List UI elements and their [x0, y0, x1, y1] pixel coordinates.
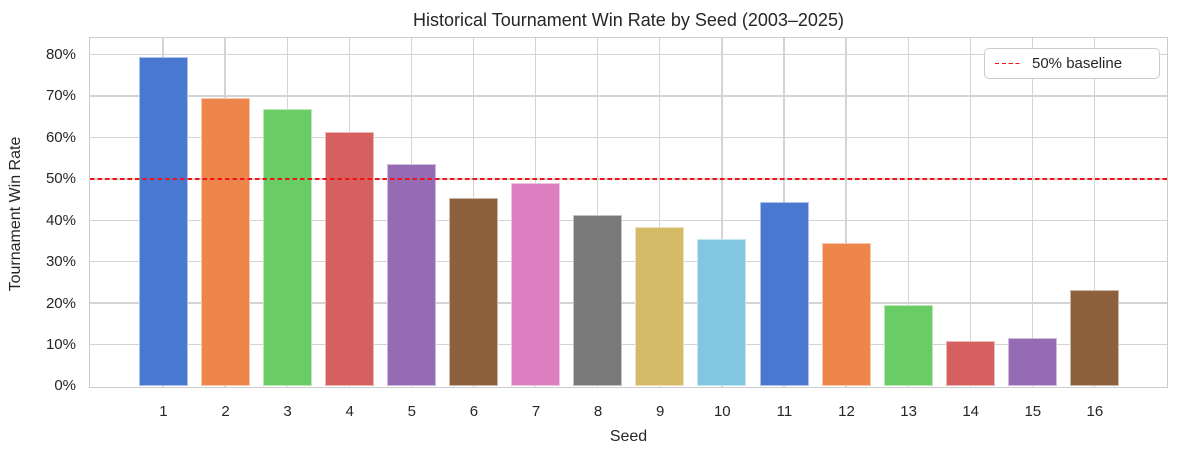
bar-seed-1	[138, 57, 188, 386]
x-tick-label: 10	[713, 403, 731, 420]
y-tick-label: 30%	[45, 253, 76, 271]
gridline-horizontal	[90, 219, 1167, 221]
bar-seed-13	[883, 304, 933, 386]
x-tick-label: 4	[345, 403, 354, 420]
x-tick-label: 15	[1024, 403, 1042, 420]
y-tick-label: 50%	[45, 170, 76, 188]
gridline-horizontal	[90, 302, 1167, 304]
gridline-vertical	[907, 38, 909, 387]
bar-seed-4	[324, 132, 374, 386]
gridline-horizontal	[90, 136, 1167, 139]
y-tick-label: 40%	[45, 211, 76, 229]
x-tick-label: 13	[900, 403, 917, 420]
x-tick-label: 11	[776, 403, 793, 420]
plot-area: 50% baseline	[89, 37, 1168, 388]
bar-seed-9	[635, 226, 685, 386]
x-tick-label: 16	[1086, 403, 1104, 420]
bar-seed-14	[945, 340, 995, 386]
y-tick-label: 20%	[45, 294, 76, 312]
y-tick-label: 60%	[45, 128, 76, 146]
x-tick-label: 9	[656, 403, 665, 420]
bar-seed-6	[449, 197, 498, 386]
bar-seed-10	[697, 238, 747, 386]
gridline-vertical	[969, 38, 971, 387]
x-axis-label: Seed	[609, 428, 648, 445]
gridline-horizontal	[90, 95, 1167, 97]
legend-label: 50% baseline	[1032, 55, 1123, 72]
gridline-vertical	[1031, 38, 1034, 387]
gridline-vertical	[721, 38, 723, 387]
gridline-horizontal	[90, 343, 1167, 346]
x-tick-label: 3	[283, 403, 292, 420]
x-tick-label: 7	[531, 403, 541, 420]
y-tick-label: 0%	[54, 377, 76, 395]
x-tick-label: 5	[407, 403, 416, 420]
bar-seed-2	[200, 98, 250, 386]
bar-seed-3	[262, 109, 312, 386]
gridline-vertical	[659, 38, 661, 387]
bar-seed-8	[573, 215, 623, 386]
bar-seed-5	[386, 164, 436, 386]
x-tick-label: 8	[593, 403, 603, 420]
legend-dashed-line-icon	[995, 62, 1021, 65]
x-tick-label: 6	[469, 403, 479, 420]
chart-title: Historical Tournament Win Rate by Seed (…	[413, 10, 844, 30]
gridline-vertical	[845, 38, 847, 387]
gridline-vertical	[1093, 38, 1096, 387]
gridline-vertical	[597, 38, 599, 387]
y-tick-label: 10%	[45, 335, 76, 353]
gridline-horizontal	[90, 53, 1167, 56]
x-tick-label: 1	[159, 403, 168, 420]
bar-seed-11	[759, 201, 809, 386]
bar-seed-7	[511, 183, 561, 386]
bar-seed-16	[1070, 290, 1119, 386]
legend: 50% baseline	[984, 48, 1160, 79]
y-tick-label: 70%	[45, 87, 76, 105]
bar-seed-15	[1007, 337, 1057, 386]
gridline-horizontal	[90, 261, 1167, 263]
x-tick-label: 12	[838, 403, 855, 420]
x-tick-label: 14	[962, 403, 980, 420]
bar-seed-12	[821, 243, 871, 386]
baseline-50pct-line	[90, 177, 1167, 180]
y-tick-label: 80%	[45, 45, 76, 63]
x-tick-label: 2	[221, 403, 230, 420]
